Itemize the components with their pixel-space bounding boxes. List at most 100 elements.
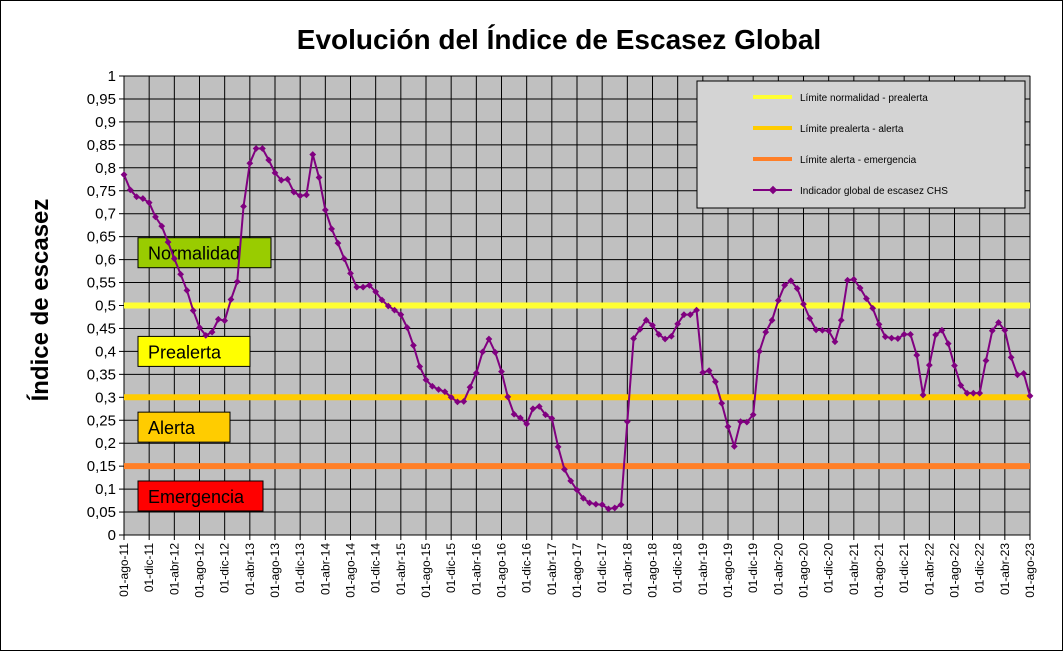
x-tick-label: 01-abr-23	[998, 543, 1012, 595]
x-tick-label: 01-dic-20	[822, 543, 836, 593]
data-point	[529, 405, 537, 413]
x-tick-label: 01-ago-16	[495, 543, 509, 598]
data-point	[479, 348, 487, 356]
data-point	[321, 206, 329, 214]
data-point	[221, 317, 229, 325]
data-point	[391, 306, 398, 314]
x-tick-label: 01-ago-14	[344, 543, 358, 598]
x-tick-label: 01-abr-20	[771, 543, 785, 595]
data-point	[422, 376, 430, 384]
data-point	[963, 389, 971, 397]
data-point	[756, 348, 763, 355]
zone-label: Alerta	[148, 418, 196, 438]
x-tick-label: 01-abr-12	[167, 543, 181, 595]
data-point	[793, 285, 801, 292]
data-point	[252, 145, 260, 152]
x-tick-label: 01-abr-15	[394, 543, 408, 595]
data-point	[466, 383, 474, 391]
zone-label-box	[137, 237, 272, 269]
x-tick-label: 01-abr-19	[696, 543, 710, 595]
data-point	[504, 393, 512, 401]
zone-label: Prealerta	[148, 342, 222, 362]
data-point	[296, 192, 304, 200]
data-point	[240, 202, 247, 210]
data-point	[454, 398, 461, 406]
data-point	[328, 225, 336, 233]
y-tick-label: 0,85	[87, 137, 116, 154]
x-tick-label: 01-abr-21	[847, 543, 861, 595]
y-tick-label: 0,8	[95, 160, 116, 177]
data-point	[850, 275, 858, 283]
data-point	[170, 255, 178, 263]
data-point	[152, 213, 159, 221]
x-tick-label: 01-dic-13	[293, 543, 307, 593]
x-tick-label: 01-ago-20	[797, 543, 811, 598]
data-point	[284, 175, 291, 183]
data-point	[1001, 326, 1009, 334]
data-point	[1020, 370, 1028, 377]
x-tick-label: 01-dic-14	[369, 543, 383, 593]
data-point	[265, 156, 273, 164]
data-point	[1026, 392, 1034, 400]
data-point	[309, 151, 317, 158]
y-axis-ticks: 0 0,05 0,1 0,15 0,2 0,25 0,3 0,35 0,4 0,45 0,5 0,55…	[87, 68, 124, 544]
data-point	[164, 238, 172, 246]
zone-label: Emergencia	[148, 487, 245, 507]
data-point	[888, 334, 895, 342]
legend-entry: Límite normalidad - prealerta	[800, 93, 928, 104]
data-point	[680, 311, 688, 319]
data-point	[447, 393, 455, 401]
data-point	[907, 331, 914, 338]
data-point	[982, 357, 990, 364]
data-point	[202, 331, 210, 339]
data-point	[460, 398, 468, 405]
x-axis-ticks: 01-ago-11 01-dic-11 01-abr-12 01-ago-12 01-d…	[117, 535, 1037, 598]
x-tick-label: 01-ago-15	[419, 543, 433, 598]
zone-label: Normalidad	[148, 244, 240, 264]
x-tick-label: 01-dic-22	[973, 543, 987, 593]
x-tick-label: 01-abr-14	[318, 543, 332, 595]
data-point	[737, 418, 744, 426]
data-point	[303, 191, 310, 199]
data-point	[277, 176, 285, 184]
data-point	[944, 340, 952, 347]
data-point	[158, 222, 166, 230]
data-point	[227, 296, 235, 303]
y-tick-label: 0,25	[87, 412, 116, 429]
data-point	[334, 239, 342, 247]
zone-label-box	[137, 480, 264, 512]
data-point	[623, 418, 631, 426]
x-tick-label: 01-ago-13	[268, 543, 282, 598]
data-point	[925, 361, 933, 369]
data-point	[435, 386, 442, 393]
series-layer	[120, 145, 1034, 513]
x-tick-label: 01-dic-18	[671, 543, 685, 593]
legend-box	[696, 80, 1026, 209]
y-tick-label: 0,05	[87, 504, 116, 521]
data-point	[139, 195, 147, 202]
legend: Límite normalidad - prealerta Límite prea…	[696, 80, 1026, 209]
data-point	[869, 304, 877, 312]
data-point	[233, 278, 241, 286]
data-point	[177, 270, 185, 278]
data-point	[441, 388, 449, 396]
y-tick-label: 0,3	[95, 389, 116, 406]
x-tick-label: 01-ago-11	[117, 543, 131, 597]
data-point	[290, 188, 298, 196]
data-point	[246, 159, 254, 167]
y-tick-label: 0,6	[95, 252, 116, 269]
chart-title: Evolución del Índice de Escasez Global	[297, 24, 821, 55]
threshold-lines	[124, 302, 1030, 470]
x-tick-label: 01-dic-15	[444, 543, 458, 593]
x-tick-label: 01-ago-19	[721, 543, 735, 598]
data-point	[359, 283, 367, 291]
data-point	[133, 193, 140, 201]
y-tick-label: 0,7	[95, 206, 116, 223]
legend-entry: Límite alerta - emergencia	[800, 155, 917, 166]
data-point	[498, 368, 505, 375]
data-point	[718, 399, 726, 407]
zone-label-box	[137, 335, 251, 367]
y-tick-label: 1	[108, 68, 116, 85]
y-tick-label: 0,35	[87, 366, 116, 383]
x-tick-label: 01-abr-16	[469, 543, 483, 595]
